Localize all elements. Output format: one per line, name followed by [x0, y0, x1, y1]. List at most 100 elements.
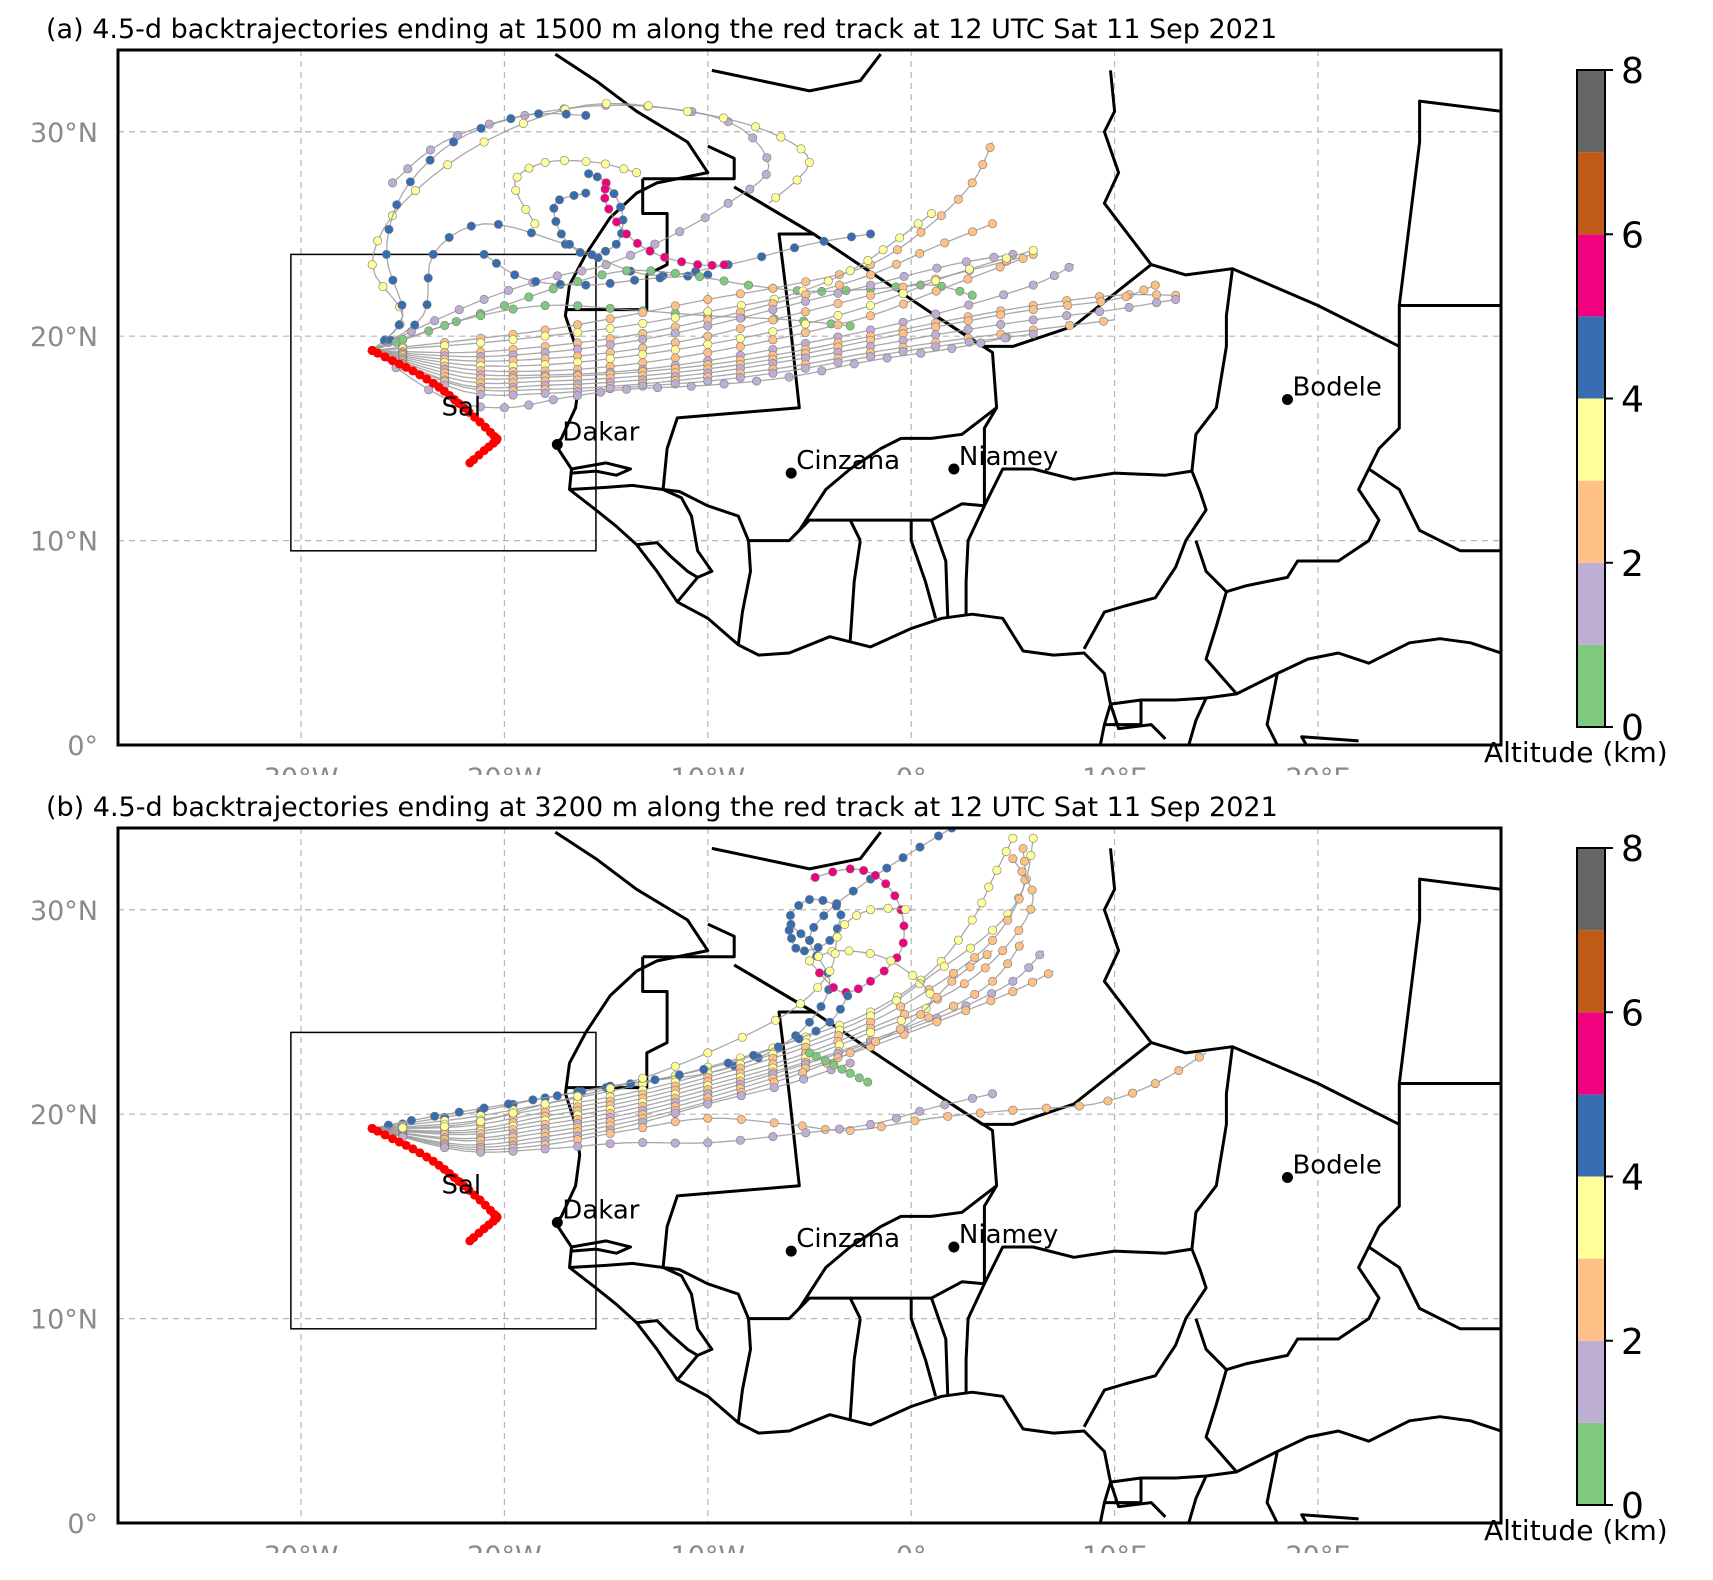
- trajectory-point: [540, 301, 550, 311]
- trajectory-point: [898, 853, 908, 863]
- trajectory-point: [998, 946, 1008, 956]
- trajectory-point: [866, 1119, 876, 1129]
- trajectory-point: [999, 290, 1009, 300]
- trajectory-point: [1014, 894, 1024, 904]
- trajectory-point: [584, 169, 594, 179]
- trajectory-point: [383, 1120, 393, 1130]
- red-track-point: [373, 1126, 383, 1136]
- trajectory-point: [703, 339, 713, 349]
- trajectory-point: [970, 989, 980, 999]
- trajectories: [367, 828, 1207, 1157]
- trajectory-point: [1095, 307, 1105, 317]
- trajectory-point: [985, 143, 995, 153]
- trajectory-point: [423, 273, 433, 283]
- trajectory-point: [1035, 950, 1045, 960]
- trajectory-point: [776, 132, 786, 142]
- trajectory-point: [943, 1111, 953, 1121]
- trajectory-point: [403, 164, 413, 174]
- country-border: [661, 185, 816, 490]
- trajectory-point: [800, 296, 810, 306]
- country-border: [1187, 697, 1208, 745]
- trajectory-point: [768, 305, 778, 315]
- trajectory-point: [601, 98, 611, 108]
- trajectory-point: [832, 924, 842, 934]
- trajectory-point: [982, 950, 992, 960]
- trajectories: [367, 98, 1181, 413]
- trajectory-point: [735, 333, 745, 343]
- trajectory-point: [1096, 297, 1106, 307]
- country-border: [571, 461, 632, 477]
- coastline: [553, 830, 1112, 1523]
- red-track-point: [373, 348, 383, 358]
- trajectory-point: [612, 217, 622, 227]
- trajectory-point: [508, 335, 518, 345]
- trajectory-point: [1008, 976, 1018, 986]
- trajectory-point: [573, 320, 583, 330]
- trajectory-point: [719, 276, 729, 286]
- trajectory-point: [828, 983, 838, 993]
- place-label: Cinzana: [796, 1224, 900, 1254]
- trajectory-point: [890, 891, 900, 901]
- trajectory-point: [1002, 253, 1012, 263]
- trajectory-point: [833, 357, 843, 367]
- trajectory-point: [768, 315, 778, 325]
- trajectory-point: [621, 229, 631, 239]
- plot-frame: [116, 48, 1503, 747]
- trajectory-point: [757, 252, 767, 262]
- country-border: [1187, 1475, 1208, 1523]
- trajectory-point: [524, 163, 534, 173]
- y-tick-label: 30°N: [30, 118, 98, 149]
- place-label: Niamey: [959, 1220, 1058, 1250]
- trajectory-point: [1028, 280, 1038, 290]
- map-a: Sal Dakar Cinzana Niamey Bodele 30°W 20°W 10°W 0…: [30, 48, 1644, 794]
- colorbar-bin: [1577, 1012, 1605, 1095]
- trajectory-point: [900, 904, 910, 914]
- country-border: [1397, 99, 1501, 306]
- trajectory-point: [531, 277, 541, 287]
- y-tick-label: 10°N: [30, 527, 98, 558]
- trajectory-point: [405, 177, 415, 187]
- trajectory-point: [526, 228, 536, 238]
- trajectory-point: [638, 1073, 648, 1083]
- trajectory-point: [512, 172, 522, 182]
- trajectory-line: [372, 141, 994, 352]
- trajectory-point: [511, 185, 521, 195]
- trajectory-point: [895, 233, 905, 243]
- country-border: [1397, 304, 1501, 347]
- trajectory-point: [735, 289, 745, 299]
- colorbar-bin: [1577, 644, 1605, 727]
- trajectory-point: [866, 301, 876, 311]
- trajectory-point: [845, 1048, 855, 1058]
- red-track: [367, 1123, 502, 1246]
- trajectory-point: [1194, 1052, 1204, 1062]
- trajectory-point: [940, 1100, 950, 1110]
- trajectory-point: [939, 961, 949, 971]
- trajectory-point: [811, 1051, 821, 1061]
- trajectory-point: [735, 373, 745, 383]
- country-border: [642, 922, 736, 959]
- x-tick-label: 10°E: [1082, 763, 1147, 775]
- colorbar-bin: [1577, 398, 1605, 481]
- trajectory-point: [823, 276, 833, 286]
- trajectory-point: [953, 194, 963, 204]
- trajectory-line: [372, 1062, 851, 1149]
- country-border: [909, 520, 938, 619]
- trajectory-point: [810, 872, 820, 882]
- trajectory-point: [572, 391, 582, 401]
- trajectory-point: [769, 1083, 779, 1093]
- trajectory-point: [444, 232, 454, 242]
- trajectory-point: [898, 346, 908, 356]
- trajectory-point: [915, 979, 925, 989]
- trajectory-point: [573, 277, 583, 287]
- trajectory-point: [670, 1117, 680, 1127]
- study-region-box: [290, 1031, 597, 1330]
- country-border: [642, 144, 736, 181]
- trajectory-point: [980, 963, 990, 973]
- trajectory-point: [833, 288, 843, 298]
- trajectory-point: [916, 227, 926, 237]
- trajectory-point: [817, 366, 827, 376]
- trajectory-point: [968, 1093, 978, 1103]
- colorbar-tick-label: 4: [1621, 1158, 1644, 1199]
- trajectory-point: [581, 110, 591, 120]
- country-border: [848, 540, 862, 641]
